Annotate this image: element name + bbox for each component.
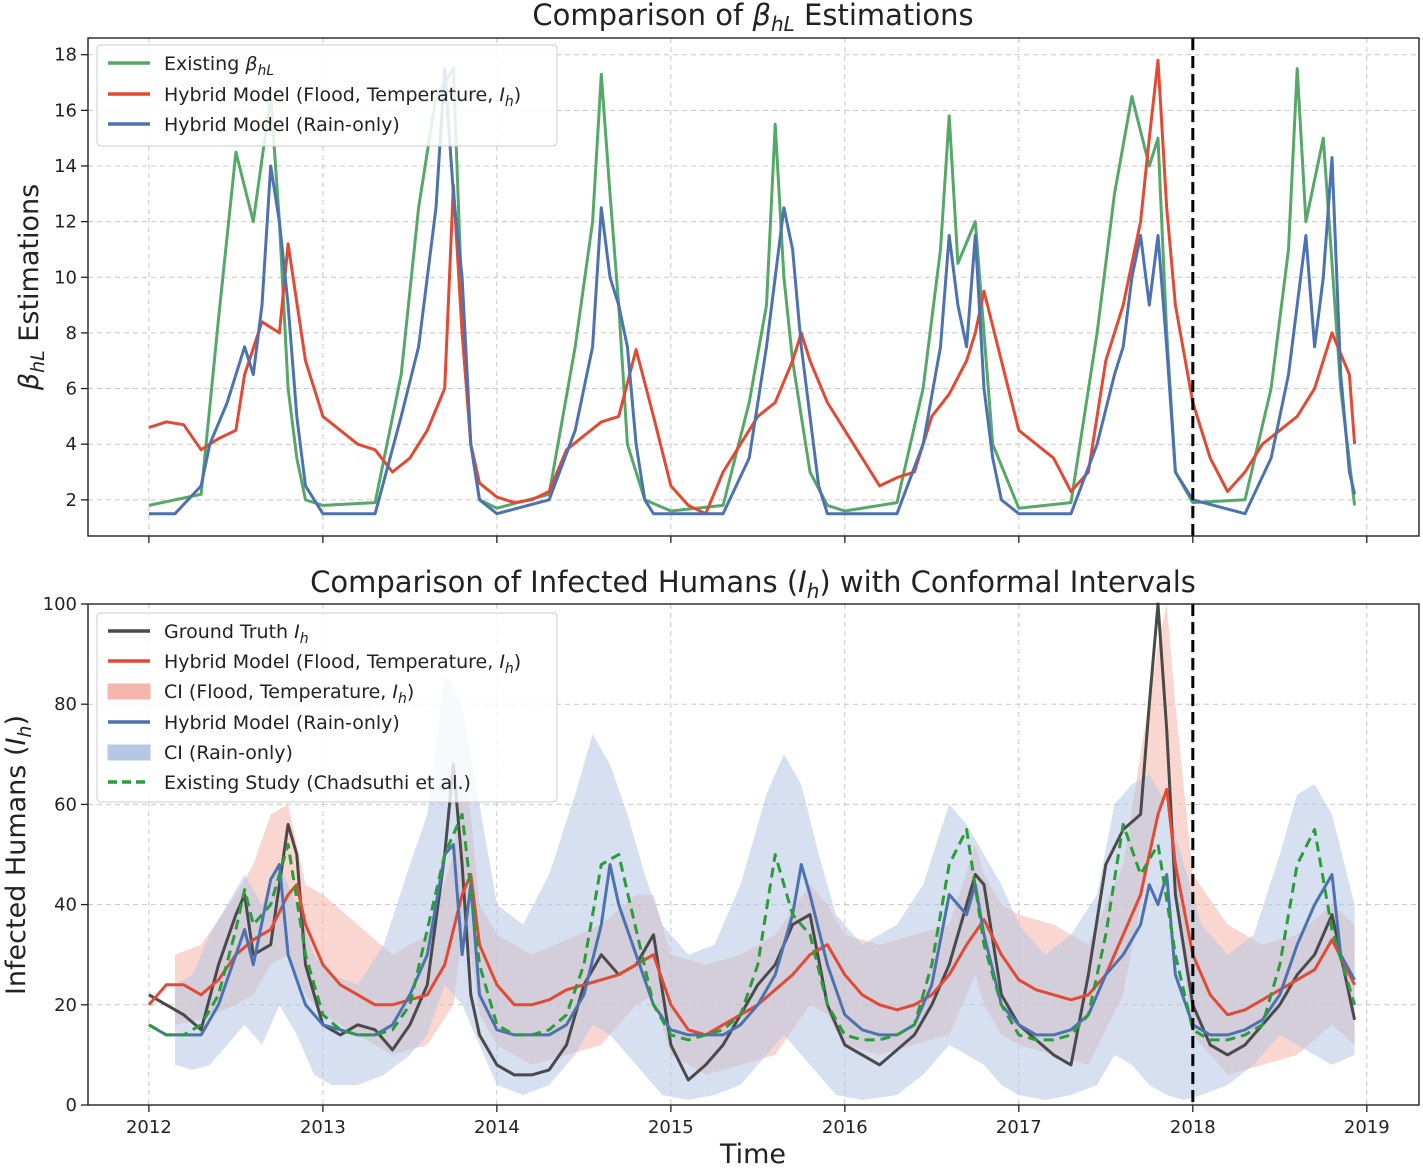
bottom-ytick-label-40: 40 (54, 895, 77, 916)
top-y-axis-label: βhL Estimations (14, 184, 49, 391)
bottom-panel: 2012 2013 2014 2015 2016 2017 2018 2019 0 20 40 60 8… (1, 565, 1420, 1169)
bottom-ytick-label-0: 0 (66, 1095, 77, 1116)
top-chart-title: Comparison of βhL Estimations (532, 0, 973, 36)
legend-label-existing-study: Existing Study (Chadsuthi et al.) (164, 772, 471, 794)
bottom-xtick-label-2012: 2012 (126, 1117, 172, 1138)
top-legend: Existing βhL Hybrid Model (Flood, Temper… (96, 44, 558, 147)
bottom-ytick-label-60: 60 (54, 794, 77, 815)
top-plot-frame (87, 37, 1420, 537)
legend-label-ground-truth: Ground Truth Ih (164, 621, 309, 647)
bottom-plot-frame (87, 603, 1420, 1106)
legend-label-existing-beta: Existing βhL (164, 53, 274, 79)
top-ytick-label-16: 16 (54, 100, 77, 121)
top-ytick-label-6: 6 (66, 379, 77, 400)
legend-label-hybrid-flood: Hybrid Model (Flood, Temperature, Ih) (164, 651, 521, 677)
legend-label-ci-flood: CI (Flood, Temperature, Ih) (164, 681, 414, 707)
bottom-xtick-label-2014: 2014 (474, 1117, 520, 1138)
top-ytick-label-18: 18 (54, 45, 77, 66)
top-series-hybrid-model-flood-temperature-ih (148, 58, 1357, 516)
legend-label-ci-rain: CI (Rain-only) (164, 742, 293, 764)
bottom-xtick-label-2016: 2016 (822, 1117, 868, 1138)
bottom-legend: Ground Truth Ih Hybrid Model (Flood, Tem… (96, 612, 558, 803)
bottom-series-existing-study-chadsuthi-et-al (148, 812, 1357, 1042)
top-ytick-label-12: 12 (54, 212, 77, 233)
bottom-xtick-label-2019: 2019 (1344, 1117, 1390, 1138)
top-ytick-label-10: 10 (54, 267, 77, 288)
top-series-hybrid-model-rain-only (148, 67, 1357, 516)
top-panel: 2 4 6 8 10 12 14 16 18 Comparison of βhL Estimat… (14, 0, 1420, 543)
bottom-x-axis-label: Time (719, 1139, 786, 1169)
bottom-y-axis-label: Infected Humans (Ih) (1, 715, 36, 995)
bottom-xtick-label-2015: 2015 (648, 1117, 694, 1138)
legend-label-hybrid-rain: Hybrid Model (Rain-only) (164, 712, 400, 734)
top-ytick-label-8: 8 (66, 323, 77, 344)
top-ytick-label-14: 14 (54, 156, 77, 177)
top-ytick-label-2: 2 (66, 490, 77, 511)
legend-swatch-ci-flood (107, 683, 151, 700)
bottom-series (147, 602, 1357, 1082)
bottom-chart-title: Comparison of Infected Humans (Ih) with … (310, 565, 1196, 603)
bottom-xtick-label-2017: 2017 (996, 1117, 1042, 1138)
bottom-ticks: 2012 2013 2014 2015 2016 2017 2018 2019 0 20 40 60 8… (43, 594, 1390, 1138)
top-ytick-label-4: 4 (66, 434, 77, 455)
top-series-existing-hl (148, 67, 1357, 513)
legend-swatch-ci-rain (107, 744, 151, 761)
bottom-xtick-label-2018: 2018 (1170, 1117, 1216, 1138)
bottom-ytick-label-100: 100 (43, 594, 77, 615)
legend-label-hybrid-flood: Hybrid Model (Flood, Temperature, Ih) (164, 84, 521, 110)
legend-label-hybrid-rain: Hybrid Model (Rain-only) (164, 114, 400, 136)
bottom-xtick-label-2013: 2013 (300, 1117, 346, 1138)
bottom-ytick-label-20: 20 (54, 995, 77, 1016)
top-series (148, 58, 1357, 516)
top-ticks: 2 4 6 8 10 12 14 16 18 (54, 45, 1368, 543)
bottom-ytick-label-80: 80 (54, 694, 77, 715)
bottom-series-hybrid-model-rain-only (148, 843, 1356, 1037)
